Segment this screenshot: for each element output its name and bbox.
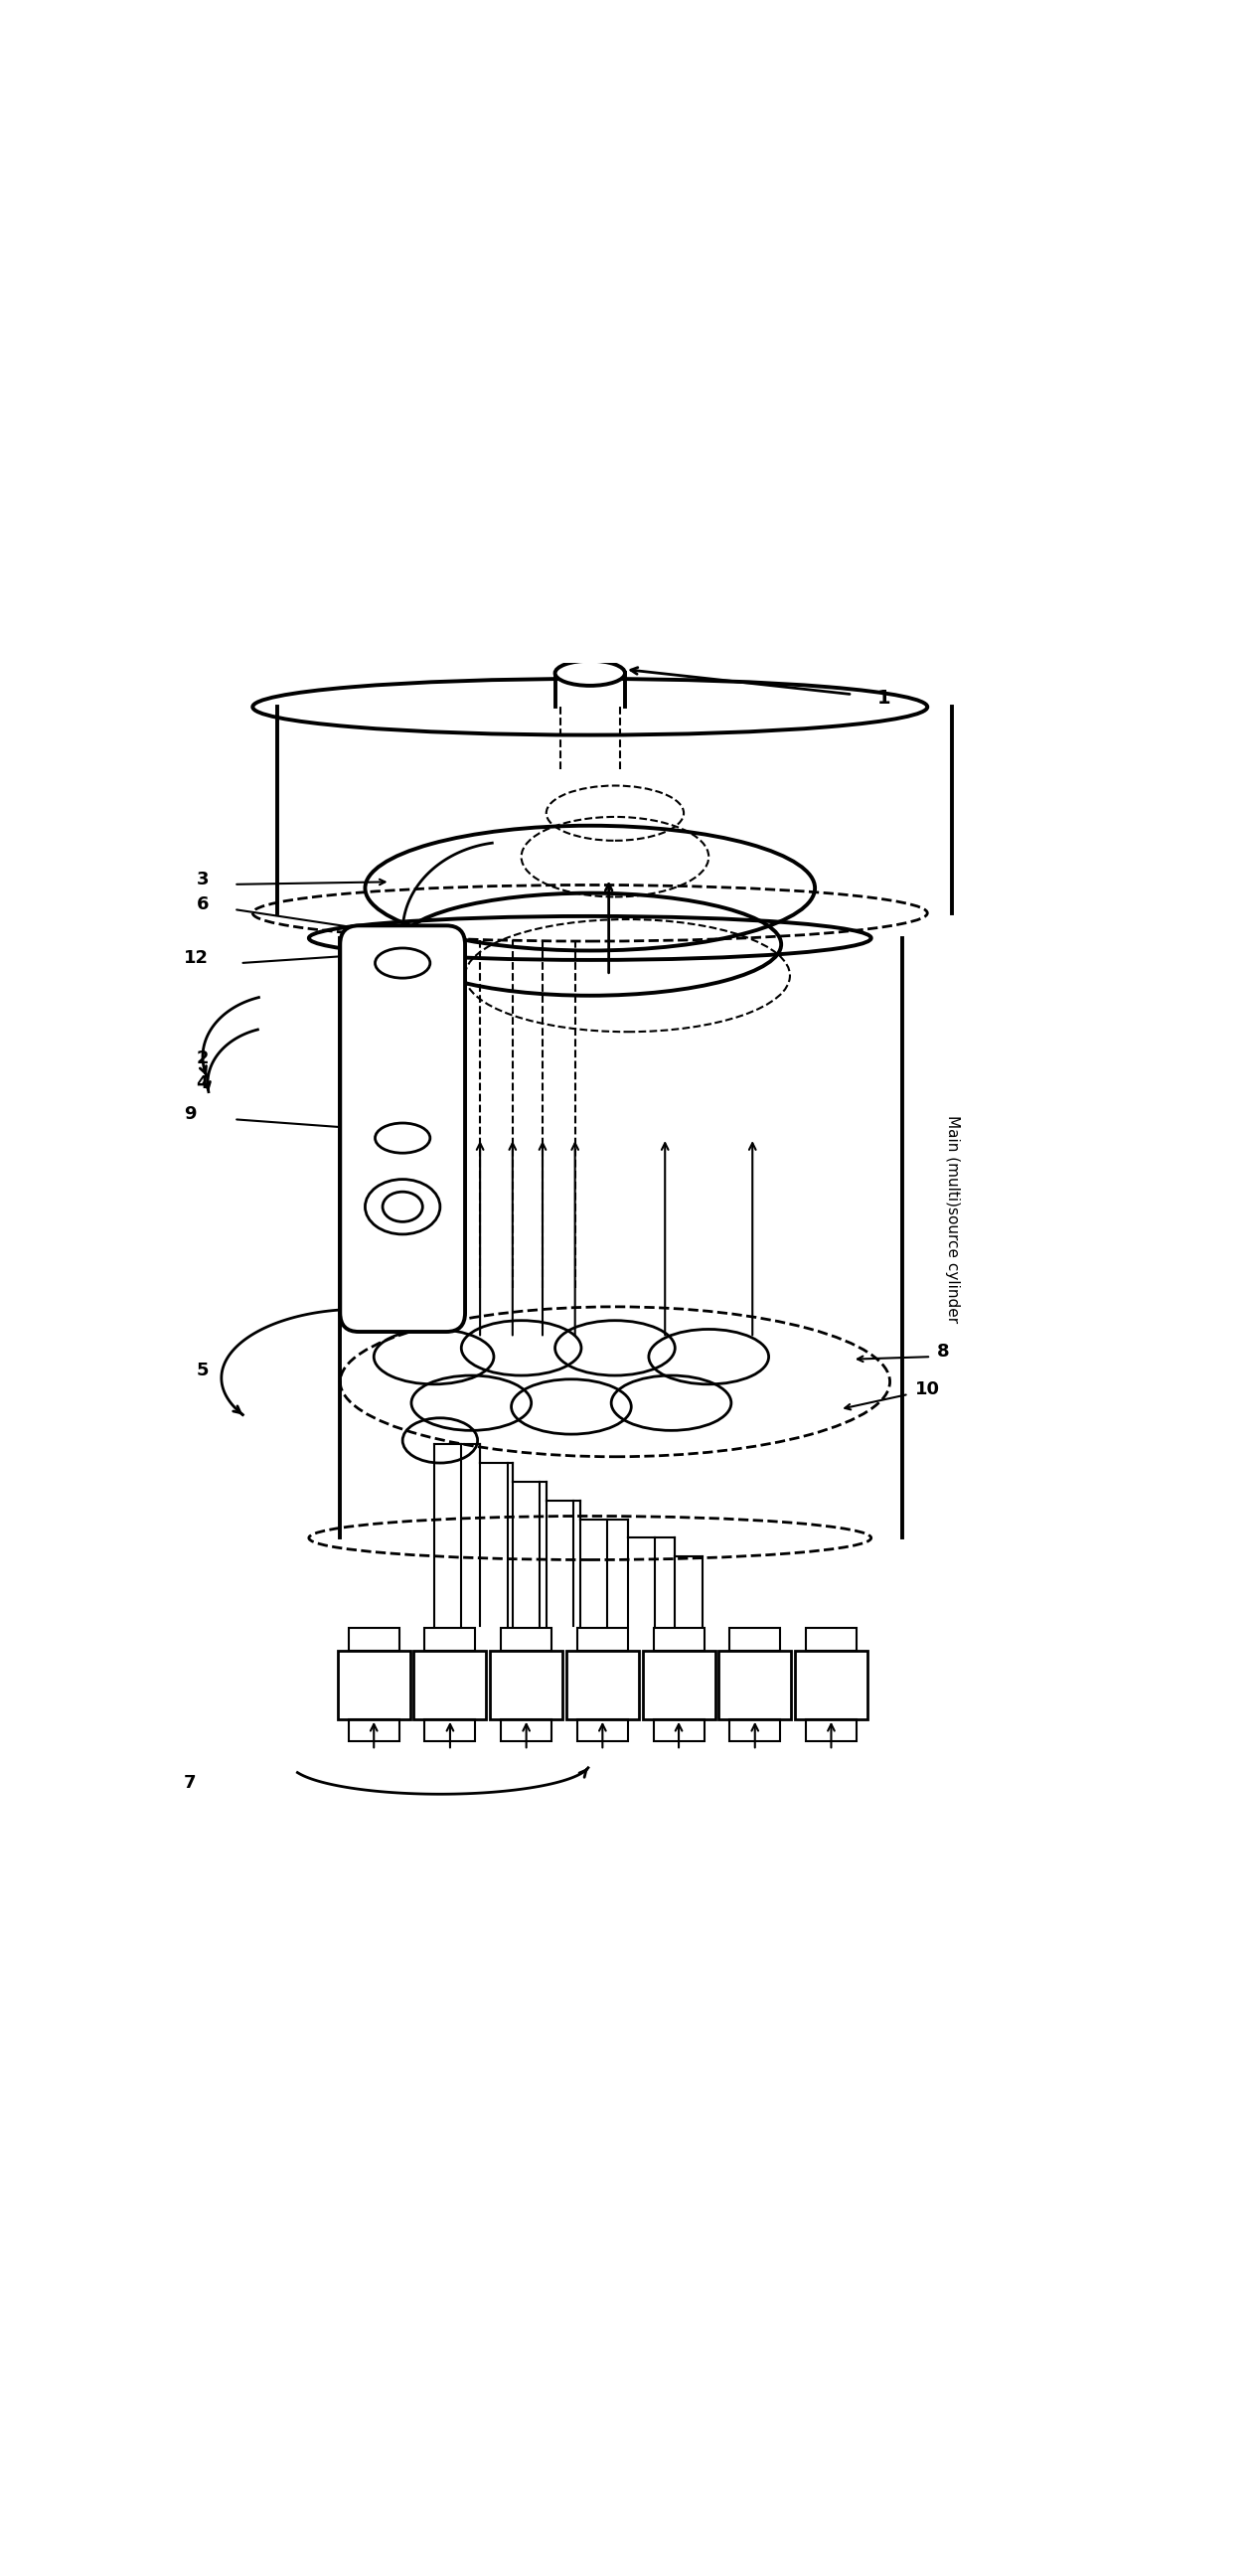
FancyBboxPatch shape (340, 925, 466, 1332)
Bar (489, 1651, 562, 1718)
Bar (566, 1651, 639, 1718)
Text: 4: 4 (197, 1074, 208, 1092)
Bar (349, 1718, 399, 1741)
Bar (654, 1718, 704, 1741)
Bar (719, 1651, 791, 1718)
Bar (806, 1718, 856, 1741)
Bar (643, 1651, 715, 1718)
Text: 3: 3 (197, 871, 208, 889)
Bar (414, 1651, 486, 1718)
Text: 6: 6 (197, 896, 208, 914)
Bar (577, 1628, 628, 1651)
Bar (806, 1628, 856, 1651)
Text: Main (multi)source cylinder: Main (multi)source cylinder (945, 1115, 960, 1324)
Bar (577, 1718, 628, 1741)
Bar (338, 1651, 410, 1718)
Text: 1: 1 (877, 688, 891, 708)
Text: 10: 10 (915, 1381, 940, 1399)
Bar (794, 1651, 867, 1718)
Bar (729, 1718, 781, 1741)
Bar (501, 1628, 552, 1651)
Text: 5: 5 (197, 1363, 208, 1381)
Text: 2: 2 (197, 1048, 208, 1066)
Bar (501, 1718, 552, 1741)
Bar (349, 1628, 399, 1651)
Text: 8: 8 (937, 1342, 950, 1360)
Text: 12: 12 (184, 948, 208, 966)
Ellipse shape (365, 1180, 441, 1234)
Bar (424, 1718, 476, 1741)
Bar (729, 1628, 781, 1651)
Bar (654, 1628, 704, 1651)
Text: 9: 9 (184, 1105, 196, 1123)
Text: 7: 7 (184, 1775, 196, 1793)
Ellipse shape (555, 659, 625, 685)
Bar (424, 1628, 476, 1651)
